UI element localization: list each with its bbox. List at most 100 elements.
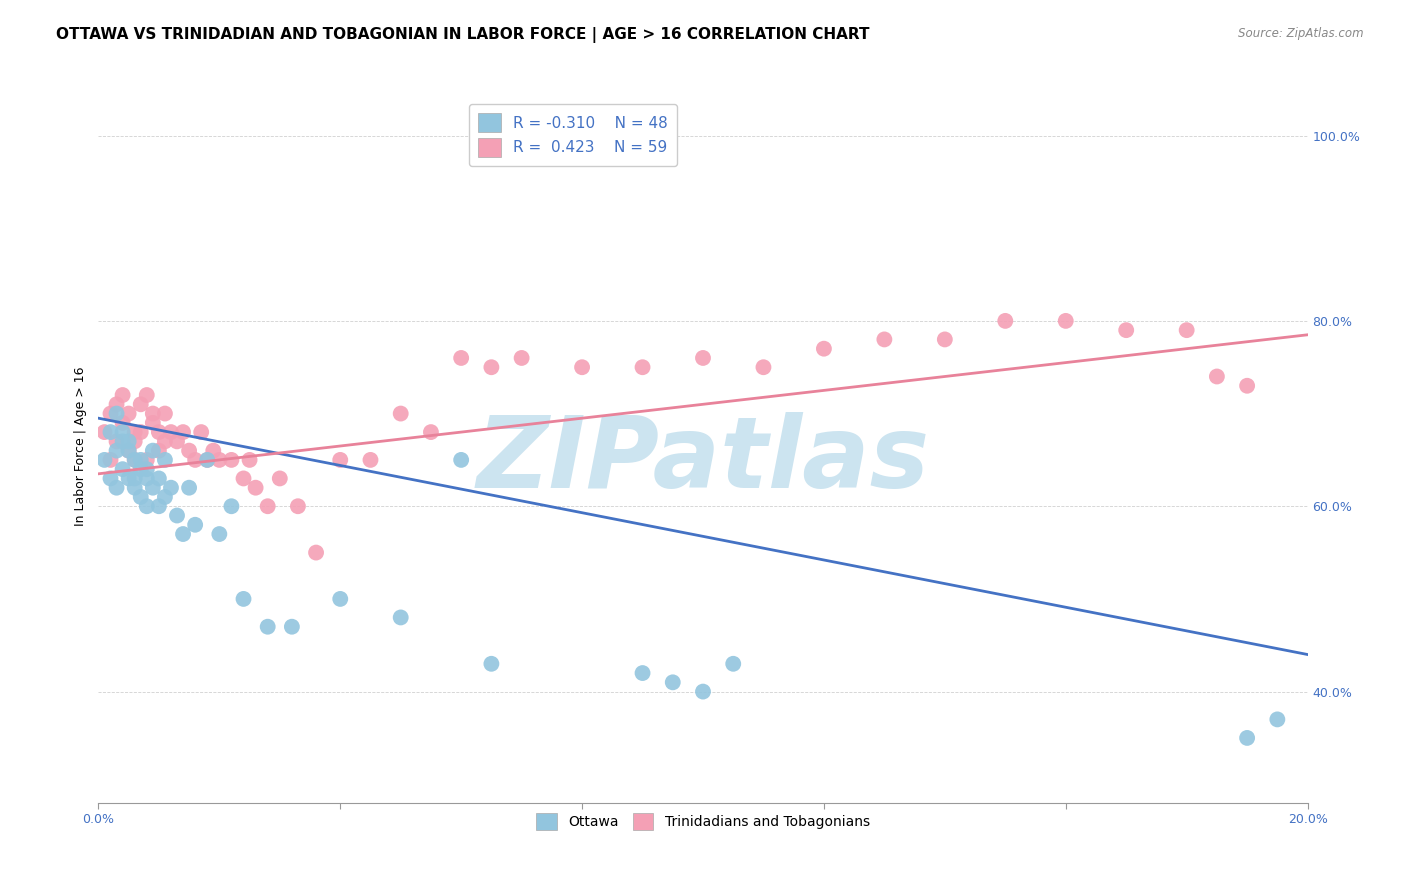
Point xyxy=(256,620,278,634)
Point xyxy=(172,425,194,439)
Point xyxy=(179,481,201,495)
Point xyxy=(256,500,278,514)
Point xyxy=(124,471,146,485)
Point xyxy=(111,425,134,439)
Point xyxy=(329,591,352,606)
Point xyxy=(329,453,352,467)
Point xyxy=(129,397,152,411)
Point xyxy=(100,453,122,467)
Point xyxy=(124,453,146,467)
Point xyxy=(245,481,267,495)
Point xyxy=(1115,323,1137,337)
Point xyxy=(221,500,243,514)
Point xyxy=(450,351,472,365)
Point xyxy=(190,425,212,439)
Point xyxy=(1175,323,1198,337)
Point xyxy=(135,471,157,485)
Point xyxy=(232,471,254,485)
Point xyxy=(450,453,472,467)
Point xyxy=(281,620,304,634)
Point xyxy=(135,500,157,514)
Point xyxy=(202,443,225,458)
Point xyxy=(148,471,170,485)
Point xyxy=(221,453,243,467)
Point xyxy=(160,481,183,495)
Point xyxy=(148,443,170,458)
Point xyxy=(1236,731,1258,745)
Point xyxy=(142,481,165,495)
Point xyxy=(142,407,165,421)
Point xyxy=(195,453,218,467)
Point xyxy=(934,333,956,347)
Point xyxy=(124,453,146,467)
Point xyxy=(1054,314,1077,328)
Point xyxy=(631,666,654,681)
Point xyxy=(153,490,176,504)
Point xyxy=(105,443,128,458)
Point xyxy=(111,388,134,402)
Point xyxy=(100,425,122,439)
Point xyxy=(661,675,683,690)
Point xyxy=(305,545,328,559)
Point xyxy=(160,425,183,439)
Point xyxy=(118,471,141,485)
Point xyxy=(93,453,115,467)
Point xyxy=(129,490,152,504)
Point xyxy=(692,351,714,365)
Point xyxy=(124,434,146,449)
Point xyxy=(184,453,207,467)
Point xyxy=(195,453,218,467)
Text: Source: ZipAtlas.com: Source: ZipAtlas.com xyxy=(1239,27,1364,40)
Point xyxy=(1206,369,1229,384)
Point xyxy=(420,425,443,439)
Point xyxy=(481,360,503,375)
Point xyxy=(994,314,1017,328)
Point xyxy=(129,462,152,476)
Point xyxy=(124,481,146,495)
Point xyxy=(208,453,231,467)
Point xyxy=(135,462,157,476)
Point xyxy=(105,397,128,411)
Point xyxy=(111,462,134,476)
Text: OTTAWA VS TRINIDADIAN AND TOBAGONIAN IN LABOR FORCE | AGE > 16 CORRELATION CHART: OTTAWA VS TRINIDADIAN AND TOBAGONIAN IN … xyxy=(56,27,870,43)
Legend: Ottawa, Trinidadians and Tobagonians: Ottawa, Trinidadians and Tobagonians xyxy=(530,807,876,835)
Point xyxy=(389,610,412,624)
Point xyxy=(1267,712,1289,726)
Point xyxy=(360,453,382,467)
Point xyxy=(142,443,165,458)
Point xyxy=(631,360,654,375)
Point xyxy=(93,425,115,439)
Point xyxy=(752,360,775,375)
Point xyxy=(166,508,188,523)
Point xyxy=(100,407,122,421)
Point xyxy=(571,360,593,375)
Point xyxy=(148,500,170,514)
Point xyxy=(135,453,157,467)
Point xyxy=(118,443,141,458)
Point xyxy=(124,425,146,439)
Point xyxy=(172,527,194,541)
Point xyxy=(179,443,201,458)
Point xyxy=(105,481,128,495)
Point xyxy=(287,500,309,514)
Point xyxy=(481,657,503,671)
Y-axis label: In Labor Force | Age > 16: In Labor Force | Age > 16 xyxy=(75,367,87,525)
Point xyxy=(389,407,412,421)
Point xyxy=(111,434,134,449)
Point xyxy=(142,416,165,430)
Point xyxy=(153,407,176,421)
Point xyxy=(873,333,896,347)
Point xyxy=(105,434,128,449)
Point xyxy=(166,434,188,449)
Point xyxy=(118,443,141,458)
Point xyxy=(239,453,262,467)
Point xyxy=(118,434,141,449)
Point xyxy=(111,416,134,430)
Point xyxy=(105,407,128,421)
Point xyxy=(723,657,745,671)
Point xyxy=(129,453,152,467)
Point xyxy=(118,407,141,421)
Point xyxy=(510,351,533,365)
Point xyxy=(184,517,207,532)
Point xyxy=(692,684,714,698)
